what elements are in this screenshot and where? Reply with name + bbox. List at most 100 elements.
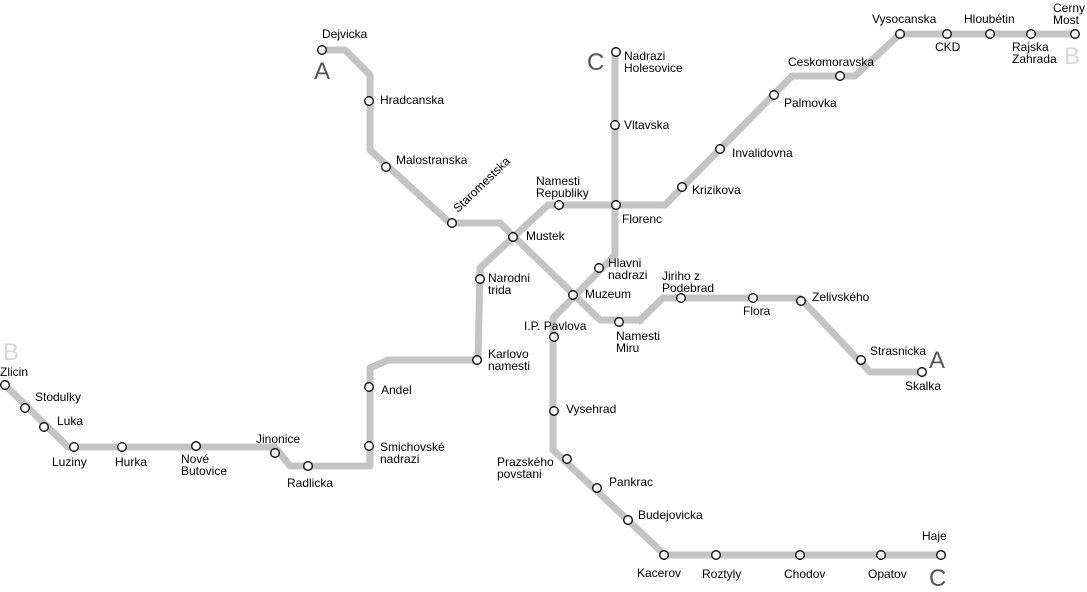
station-marker-jinonice	[270, 448, 280, 458]
line-a-route	[318, 46, 644, 324]
station-marker-muzeum	[568, 290, 578, 300]
station-label-kacerov: Kacerov	[637, 566, 681, 580]
station-label-haje: Haje	[922, 529, 947, 543]
station-label-invalidovna: Invalidovna	[732, 146, 793, 160]
station-label-hloubetin: Hloubétin	[964, 12, 1015, 26]
station-florenc: Florenc	[611, 200, 662, 226]
station-label-vysocanska: Vysocanska	[872, 12, 937, 26]
station-marker-opatov	[876, 550, 886, 560]
station-label-strasnicka: Strasnicka	[870, 344, 926, 358]
station-marker-skalka	[917, 367, 927, 377]
station-vysocanska: Vysocanska	[872, 12, 937, 39]
station-marker-luka	[39, 422, 49, 432]
station-pankrac: Pankrac	[592, 475, 653, 493]
station-marker-cerny-most	[1070, 29, 1080, 39]
station-marker-haje	[936, 550, 946, 560]
station-ckd: CKD	[935, 29, 961, 54]
station-ip-pavlova: I.P. Pavlova	[524, 319, 587, 342]
station-chodov: Chodov	[784, 550, 825, 581]
station-label-zelivskeho: Zelivského	[812, 290, 870, 304]
station-label-namesti-republiky: Namesti Republiky	[536, 174, 589, 200]
station-stodulky: Stodulky	[20, 390, 81, 413]
station-skalka: Skalka	[905, 367, 941, 393]
station-label-mustek: Mustek	[526, 229, 566, 243]
station-marker-hloubetin	[985, 29, 995, 39]
station-ceskomoravska: Ceskomoravska	[788, 55, 874, 81]
station-marker-namesti-republiky	[554, 200, 564, 210]
station-marker-kacerov	[659, 550, 669, 560]
station-label-ckd: CKD	[935, 40, 961, 54]
station-marker-vysocanska	[895, 29, 905, 39]
station-marker-krizikova	[677, 182, 687, 192]
station-label-nadrazi-holesovice: Nadrazi Holesovice	[624, 49, 683, 75]
station-label-muzeum: Muzeum	[585, 287, 631, 301]
station-label-radlicka: Radlicka	[287, 476, 333, 490]
station-label-vysehrad: Vysehrad	[566, 402, 616, 416]
station-label-ceskomoravska: Ceskomoravska	[788, 55, 874, 69]
line-letter-c-north: C	[587, 49, 604, 76]
station-label-narodni-trida: Narodni trida	[488, 271, 530, 297]
station-kacerov: Kacerov	[637, 550, 681, 580]
line-b-route	[0, 30, 1079, 470]
station-narodni-trida: Narodni trida	[475, 271, 530, 297]
station-cerny-most: Cerny Most	[1053, 1, 1085, 39]
line-letter-b-east: B	[1064, 43, 1080, 70]
station-luka: Luka	[39, 414, 83, 432]
station-marker-luziny	[69, 442, 79, 452]
stations: DejvickaHradcanskaMalostranskaStaromests…	[0, 1, 1085, 581]
station-label-karlovo-namesti: Karlovo namesti	[488, 347, 530, 373]
station-malostranska: Malostranska	[381, 153, 468, 172]
station-label-stodulky: Stodulky	[35, 390, 81, 404]
station-label-namesti-miru: Namesti Miru	[616, 329, 660, 355]
station-marker-malostranska	[381, 162, 391, 172]
station-marker-dejvicka	[317, 45, 327, 55]
station-marker-roztyly	[711, 550, 721, 560]
station-label-andel: Andel	[381, 383, 412, 397]
station-rajska-zahrada: Rajska Zahrada	[1012, 29, 1057, 66]
station-budejovicka: Budejovicka	[623, 508, 703, 525]
station-marker-rajska-zahrada	[1026, 29, 1036, 39]
station-marker-palmovka	[769, 90, 779, 100]
station-nadrazi-holesovice: Nadrazi Holesovice	[611, 47, 683, 75]
station-label-flora: Flora	[743, 304, 771, 318]
station-zelivskeho: Zelivského	[796, 290, 870, 306]
station-haje: Haje	[922, 529, 947, 560]
station-vysehrad: Vysehrad	[549, 402, 616, 416]
station-label-luziny: Luziny	[52, 455, 87, 469]
station-marker-karlovo-namesti	[472, 355, 482, 365]
station-zlicin: Zlicin	[0, 365, 28, 390]
station-label-florenc: Florenc	[622, 212, 662, 226]
line-letter-c-south: C	[929, 565, 946, 592]
station-hurka: Hurka	[115, 442, 147, 469]
line-letter-a-north: A	[314, 58, 330, 85]
station-marker-vltavska	[610, 120, 620, 130]
station-marker-pankrac	[592, 483, 602, 493]
station-palmovka: Palmovka	[769, 90, 837, 110]
station-label-dejvicka: Dejvicka	[322, 27, 368, 41]
station-label-roztyly: Roztyly	[702, 567, 741, 581]
station-marker-prazskeho-povstani	[562, 454, 572, 464]
station-hloubetin: Hloubétin	[964, 12, 1015, 39]
station-marker-mustek	[508, 232, 518, 242]
station-label-prazskeho-povstani: Prazského povstani	[497, 455, 554, 481]
station-namesti-republiky: Namesti Republiky	[536, 174, 589, 210]
station-label-hlavni-nadrazi: Hlavni nadrazi	[608, 256, 647, 282]
station-marker-flora	[748, 293, 758, 303]
station-marker-ip-pavlova	[549, 332, 559, 342]
station-label-zlicin: Zlicin	[0, 365, 28, 379]
station-hradcanska: Hradcanska	[364, 93, 444, 107]
station-opatov: Opatov	[868, 550, 907, 581]
station-marker-hradcanska	[364, 96, 374, 106]
station-prazskeho-povstani: Prazského povstani	[497, 454, 572, 481]
station-jiriho-z-podebrad: Jiriho z Podebrad	[662, 269, 714, 303]
station-label-cerny-most: Cerny Most	[1053, 1, 1085, 27]
station-marker-smichovske-nadrazi	[364, 441, 374, 451]
station-marker-andel	[364, 382, 374, 392]
line-letter-b-west: B	[3, 339, 19, 366]
station-label-luka: Luka	[57, 414, 83, 428]
station-marker-nove-butovice	[191, 441, 201, 451]
station-label-vltavska: Vltavska	[624, 118, 670, 132]
station-muzeum: Muzeum	[568, 287, 631, 301]
station-label-jiriho-z-podebrad: Jiriho z Podebrad	[662, 269, 714, 295]
